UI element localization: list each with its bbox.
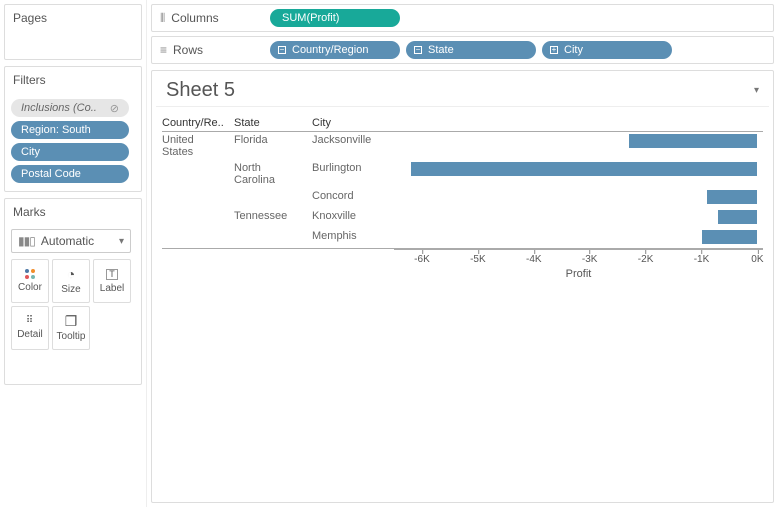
detail-icon: ⠿: [26, 316, 34, 326]
rows-icon: ≡: [160, 43, 167, 57]
bar-cell: [394, 188, 763, 208]
axis-tick: -3K: [582, 254, 598, 265]
mark-size-button[interactable]: ◔ Size: [52, 259, 90, 303]
bar[interactable]: [707, 190, 757, 204]
filter-city[interactable]: City: [11, 143, 129, 161]
chevron-down-icon: ▾: [119, 236, 124, 247]
country-cell: UnitedStates: [162, 132, 234, 160]
bar[interactable]: [411, 162, 758, 176]
state-cell: [234, 228, 312, 248]
bars-icon: ▮▮▯: [18, 234, 35, 248]
axis-tick: 0K: [751, 254, 763, 265]
viz-area: Sheet 5 ▾ Country/Re.. State City United…: [151, 70, 774, 503]
marks-title: Marks: [5, 199, 141, 225]
tooltip-icon: ❐: [65, 314, 78, 328]
table-row: UnitedStatesFloridaJacksonville: [162, 132, 763, 160]
columns-label: Columns: [171, 11, 218, 25]
axis-tick: -1K: [694, 254, 710, 265]
bar[interactable]: [718, 210, 757, 224]
sheet-menu-caret[interactable]: ▾: [754, 85, 759, 96]
axis-label: Profit: [566, 268, 592, 280]
rows-shelf[interactable]: ≡ Rows −Country/Region −State +City: [151, 36, 774, 64]
header-state: State: [234, 117, 312, 129]
bar[interactable]: [629, 134, 758, 148]
sheet-title[interactable]: Sheet 5: [166, 79, 235, 102]
pages-title: Pages: [5, 5, 141, 31]
table-row: NorthCarolinaBurlington: [162, 160, 763, 188]
city-cell: Knoxville: [312, 208, 394, 228]
bar-cell: [394, 160, 763, 180]
x-axis: Profit -6K -5K -4K -3K -2K -1K 0K: [394, 249, 763, 289]
label-icon: T: [106, 269, 118, 280]
bar-cell: [394, 132, 763, 152]
color-icon: [25, 269, 35, 279]
columns-icon: ⦀: [160, 11, 165, 26]
table-row: Memphis: [162, 228, 763, 248]
mark-detail-button[interactable]: ⠿ Detail: [11, 306, 49, 350]
link-icon: ⊘: [110, 102, 119, 115]
state-cell: Florida: [234, 132, 312, 160]
state-cell: [234, 188, 312, 208]
bar-cell: [394, 208, 763, 228]
header-city: City: [312, 117, 394, 129]
city-cell: Burlington: [312, 160, 394, 188]
pages-panel: Pages: [4, 4, 142, 60]
mark-color-button[interactable]: Color: [11, 259, 49, 303]
axis-tick: -4K: [526, 254, 542, 265]
filter-inclusions-label: Inclusions (Co..: [21, 102, 97, 114]
size-icon: ◔: [67, 267, 75, 281]
filters-title: Filters: [5, 67, 141, 93]
bar[interactable]: [702, 230, 758, 244]
filter-region[interactable]: Region: South: [11, 121, 129, 139]
columns-shelf[interactable]: ⦀ Columns SUM(Profit): [151, 4, 774, 32]
mark-label-button[interactable]: T Label: [93, 259, 131, 303]
state-cell: Tennessee: [234, 208, 312, 228]
city-cell: Concord: [312, 188, 394, 208]
table-row: TennesseeKnoxville: [162, 208, 763, 228]
filter-inclusions[interactable]: Inclusions (Co.. ⊘: [11, 99, 129, 117]
state-cell: NorthCarolina: [234, 160, 312, 188]
mark-type-select[interactable]: ▮▮▯ Automatic ▾: [11, 229, 131, 253]
mark-type-label: Automatic: [41, 234, 94, 248]
marks-panel: Marks ▮▮▯ Automatic ▾ Color: [4, 198, 142, 385]
city-cell: Jacksonville: [312, 132, 394, 160]
table-row: Concord: [162, 188, 763, 208]
mark-tooltip-button[interactable]: ❐ Tooltip: [52, 306, 90, 350]
axis-tick: -5K: [470, 254, 486, 265]
pill-state[interactable]: −State: [406, 41, 536, 59]
pill-sum-profit[interactable]: SUM(Profit): [270, 9, 400, 27]
table-header: Country/Re.. State City: [162, 117, 763, 132]
axis-tick: -6K: [414, 254, 430, 265]
axis-tick: -2K: [638, 254, 654, 265]
rows-label: Rows: [173, 43, 203, 57]
bar-cell: [394, 228, 763, 248]
filter-postal[interactable]: Postal Code: [11, 165, 129, 183]
filters-panel: Filters Inclusions (Co.. ⊘ Region: South…: [4, 66, 142, 192]
pill-city[interactable]: +City: [542, 41, 672, 59]
pill-country[interactable]: −Country/Region: [270, 41, 400, 59]
header-country: Country/Re..: [162, 117, 234, 129]
city-cell: Memphis: [312, 228, 394, 248]
